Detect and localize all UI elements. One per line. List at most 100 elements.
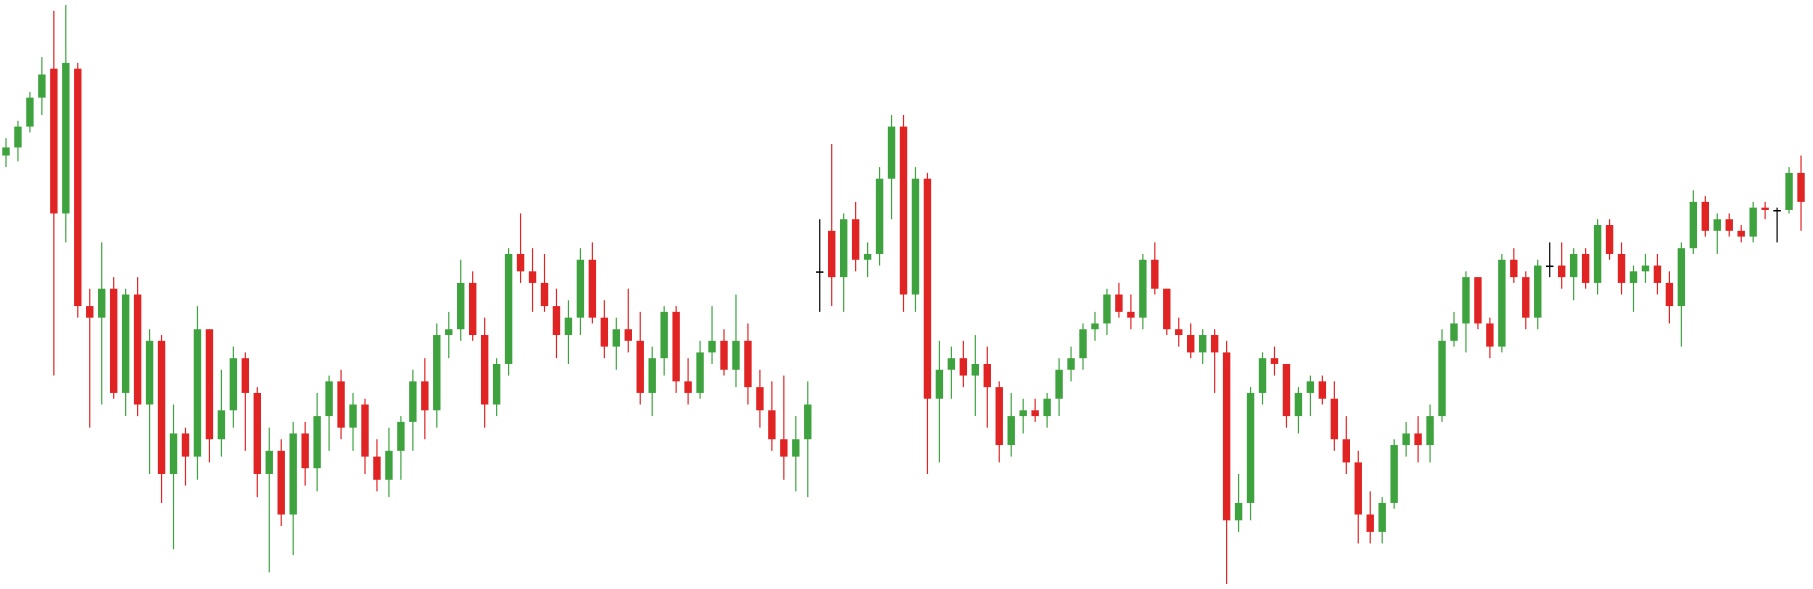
candle-body	[373, 456, 381, 480]
candle-body	[1139, 259, 1147, 318]
candle-body	[1318, 381, 1327, 399]
candle-body	[1701, 201, 1710, 231]
candle-body	[504, 253, 513, 364]
candle-body	[1450, 323, 1458, 341]
candle-body	[672, 311, 680, 382]
candle-body	[708, 340, 716, 353]
candle-body	[887, 126, 896, 179]
candle-body	[181, 433, 190, 457]
candle-body	[1462, 277, 1470, 324]
candle-body	[1246, 392, 1255, 503]
candle-body	[421, 381, 429, 411]
candle-body	[1797, 172, 1805, 202]
candle-body	[1007, 416, 1015, 446]
candle-body	[648, 358, 656, 393]
candle-body	[1115, 294, 1123, 312]
candle-body	[1414, 433, 1422, 446]
candle-body	[564, 317, 573, 336]
candle-body	[468, 282, 477, 336]
candle-body	[1725, 219, 1733, 231]
candle-body	[911, 178, 920, 295]
candle-body	[1737, 230, 1745, 237]
candle-body	[98, 288, 106, 318]
candle-body	[983, 363, 991, 388]
candle-body	[1127, 311, 1135, 318]
candle-body	[1175, 329, 1183, 336]
candle-body	[1605, 225, 1614, 254]
candle-body	[445, 329, 453, 336]
candle-body	[1079, 329, 1087, 359]
candle-body	[756, 387, 764, 411]
candle-body	[121, 294, 130, 393]
candle-body	[1031, 410, 1039, 417]
candle-body	[409, 381, 417, 422]
candle-body	[863, 253, 872, 260]
candle-body	[1510, 259, 1518, 278]
candle-body	[1019, 410, 1027, 417]
candle-body	[205, 329, 214, 440]
candle-body	[109, 288, 118, 393]
candle-body	[600, 317, 609, 347]
candle-body	[1677, 248, 1686, 307]
candle-body	[1306, 381, 1315, 393]
candle-body	[1749, 207, 1757, 237]
candle-body	[1785, 172, 1793, 210]
candle-body	[86, 306, 94, 318]
candle-body	[1402, 433, 1410, 446]
candle-body	[1498, 259, 1506, 347]
candle-body	[540, 282, 549, 307]
candle-body	[457, 282, 465, 330]
candle-body	[1629, 271, 1638, 283]
candle-body	[612, 329, 621, 347]
candle-body	[301, 433, 309, 469]
candle-body	[935, 369, 944, 399]
candle-body	[1151, 259, 1159, 289]
candle-body	[1294, 392, 1303, 417]
candle-body	[1438, 340, 1446, 417]
candle-body	[1210, 335, 1219, 353]
candle-body	[1474, 277, 1482, 324]
candle-body	[492, 363, 501, 405]
candle-body	[133, 294, 142, 405]
candle-body	[792, 439, 800, 457]
candle-body	[1557, 265, 1566, 278]
candle-body	[995, 387, 1003, 446]
candle-body	[923, 178, 932, 399]
candle-body	[1641, 265, 1650, 272]
candle-body	[2, 147, 10, 156]
candle-body	[1187, 335, 1195, 353]
candle-body	[839, 219, 848, 278]
candle-body	[14, 126, 22, 148]
candle-body	[1342, 439, 1350, 463]
candle-body	[1354, 462, 1362, 515]
candle-body	[1055, 369, 1063, 399]
candle-body	[576, 259, 585, 318]
candle-body	[1163, 288, 1171, 330]
candle-body	[780, 439, 788, 457]
candle-body	[229, 358, 238, 411]
candle-body	[732, 340, 740, 370]
candle-body	[1390, 445, 1398, 503]
candle-body	[1067, 358, 1075, 370]
candle-body	[971, 363, 980, 376]
candle-body	[74, 68, 82, 307]
candle-body	[1689, 201, 1698, 249]
candle-body	[1234, 502, 1243, 521]
candle-body	[1258, 358, 1267, 393]
candle-body	[1270, 358, 1279, 364]
candle-body	[1653, 265, 1662, 283]
candle-body	[1486, 323, 1494, 347]
candle-body	[241, 358, 250, 393]
candle-body	[1581, 253, 1590, 283]
candle-body	[193, 329, 202, 457]
candle-body	[720, 340, 728, 370]
candle-body	[959, 358, 968, 376]
candle-body	[1773, 209, 1781, 212]
candle-body	[433, 335, 441, 411]
candle-body	[217, 410, 226, 440]
candle-body	[325, 381, 333, 417]
candle-body	[361, 404, 369, 457]
candle-body	[38, 74, 46, 98]
candle-body	[253, 392, 262, 474]
